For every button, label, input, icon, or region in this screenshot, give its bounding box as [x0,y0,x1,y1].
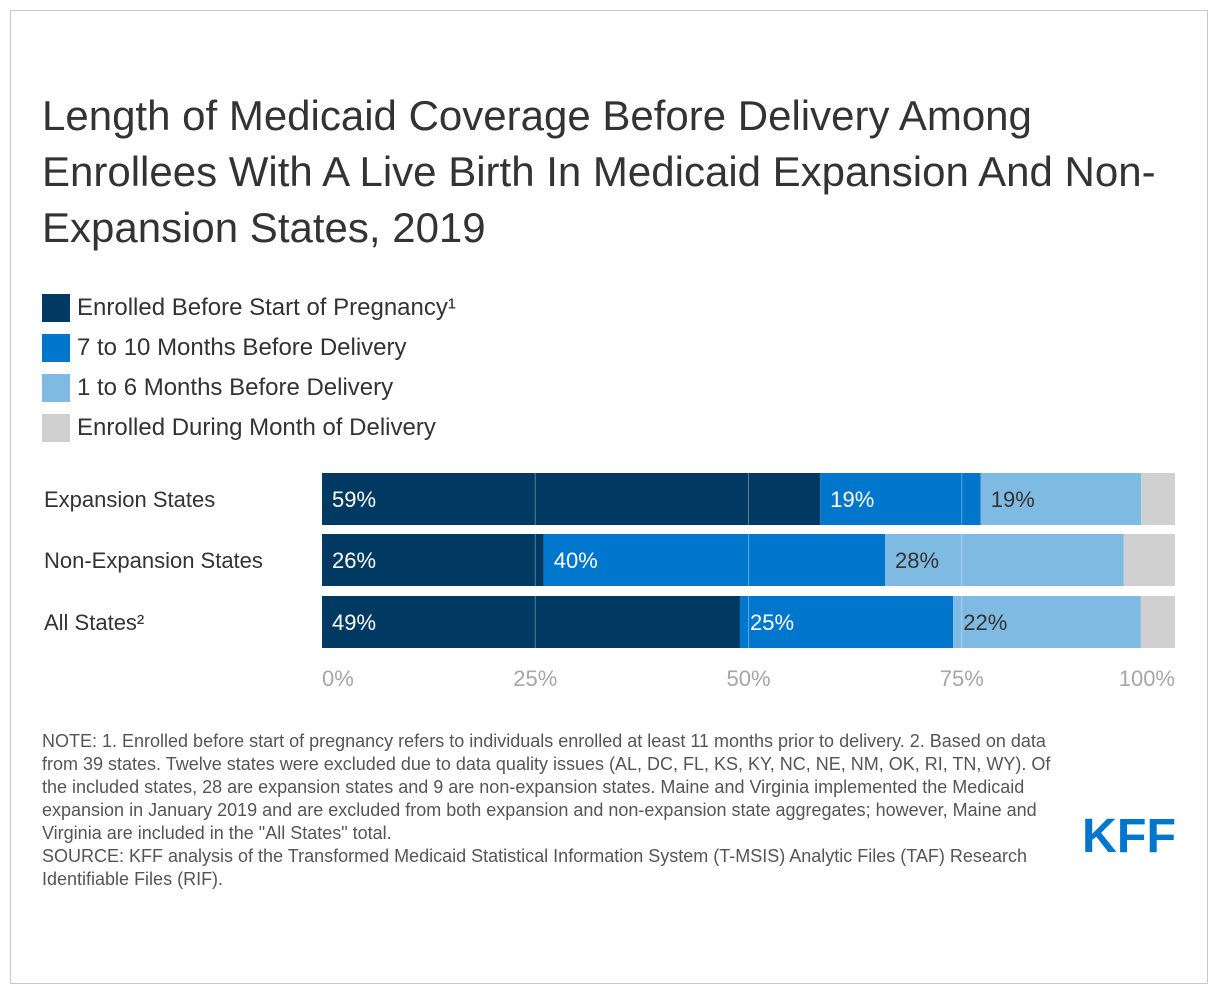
legend-item-delivery-month: Enrolled During Month of Delivery [42,408,456,448]
bar-segment [980,473,1142,525]
category-label: All States² [44,610,144,635]
legend-swatch [42,414,70,442]
legend-swatch [42,374,70,402]
stacked-bar-chart: Expansion States 59% 19% 19% Non-Expansion S… [44,473,1175,691]
x-tick-label: 25% [513,666,557,691]
bar-segment [322,534,544,586]
data-label: 19% [991,487,1035,512]
source-text: SOURCE: KFF analysis of the Transformed … [42,846,1027,889]
category-label: Non-Expansion States [44,548,263,573]
data-label: 49% [332,610,376,635]
chart-title: Length of Medicaid Coverage Before Deliv… [42,92,1156,251]
bar-segment [1123,534,1175,586]
bar-segment [953,596,1141,648]
x-tick-label: 100% [1119,666,1175,691]
kff-logo: KFF [1082,812,1176,856]
legend-label: 7 to 10 Months Before Delivery [77,334,407,361]
x-tick-label: 75% [940,666,984,691]
x-tick-label: 0% [322,666,354,691]
bar-segment [820,473,981,525]
legend-swatch [42,334,70,362]
data-label: 59% [332,487,376,512]
notes: NOTE: 1. Enrolled before start of pregna… [42,730,1052,891]
bar-segment [739,596,954,648]
legend-label: Enrolled During Month of Delivery [77,414,436,441]
note-text: NOTE: 1. Enrolled before start of pregna… [42,731,1051,843]
data-label: 40% [554,548,598,573]
data-label: 26% [332,548,376,573]
data-label: 25% [750,610,794,635]
bar-segment [322,473,821,525]
legend-label: 1 to 6 Months Before Delivery [77,374,394,401]
kff-logo-text: KFF [1082,812,1176,856]
legend: Enrolled Before Start of Pregnancy¹ 7 to… [42,288,456,448]
bar-segment [1140,596,1175,648]
legend-item-before-pregnancy: Enrolled Before Start of Pregnancy¹ [42,288,456,328]
bar-segment [322,596,740,648]
data-label: 28% [895,548,939,573]
data-label: 19% [830,487,874,512]
bar-segment [543,534,885,586]
data-label: 22% [963,610,1007,635]
chart-frame [10,10,1208,984]
bar-segment [884,534,1124,586]
legend-label: Enrolled Before Start of Pregnancy¹ [77,294,456,321]
legend-item-7-10-months: 7 to 10 Months Before Delivery [42,328,456,368]
bar-segment [1141,473,1175,525]
legend-swatch [42,294,70,322]
legend-item-1-6-months: 1 to 6 Months Before Delivery [42,368,456,408]
category-label: Expansion States [44,487,215,512]
x-tick-label: 50% [726,666,770,691]
